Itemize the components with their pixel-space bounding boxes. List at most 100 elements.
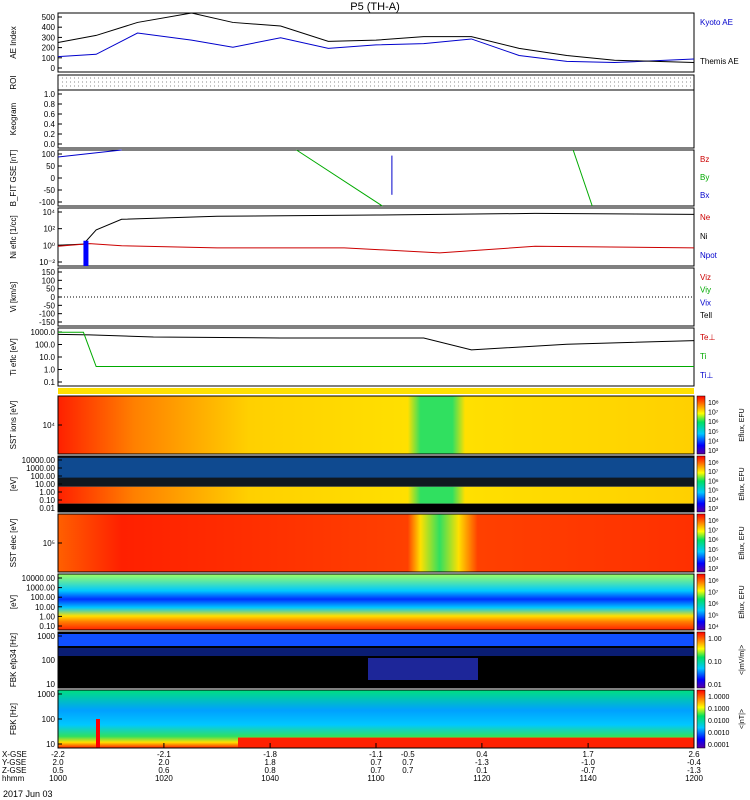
time-axis-value: 1100 — [367, 774, 385, 783]
time-axis-row-label: Z-GSE — [2, 766, 26, 775]
roi-ylabel: ROI — [9, 75, 18, 89]
vi-ytick: -150 — [39, 318, 56, 327]
esa_e-cbar-label: Eflux, EFU — [739, 585, 746, 618]
bfit-legend-1: By — [700, 173, 709, 182]
esa_i-ytick: 0.01 — [39, 504, 55, 513]
esa_e-heatmap — [58, 574, 694, 630]
ni-frame — [57, 207, 695, 267]
fbk2-cbar-tick: 0.0010 — [708, 730, 730, 737]
fbk1-ylabel: FBK efp34 [Hz] — [9, 633, 18, 687]
esa_e-colorbar — [696, 573, 706, 631]
ae-ytick: 300 — [42, 33, 56, 42]
ni-series-ne — [57, 243, 695, 254]
time-axis-value: -1.1 — [369, 750, 383, 759]
fbk1-colorbar — [696, 631, 706, 689]
fbk1-ytick: 10 — [46, 680, 55, 689]
esa_e-cbar-tick: 10⁸ — [708, 578, 719, 585]
esa_e-frame — [57, 573, 695, 631]
time-axis-value: -0.5 — [401, 750, 415, 759]
ni-ytick: 10⁻² — [39, 258, 55, 267]
esa_i-cbar-tick: 10⁵ — [708, 488, 719, 495]
time-axis-value: 0.7 — [370, 758, 382, 767]
keogram-frame — [57, 89, 695, 149]
ti-series-te- — [57, 333, 695, 351]
time-axis-value: 1040 — [261, 774, 279, 783]
esa-i-floor — [58, 503, 694, 512]
time-axis-value: 0.5 — [52, 766, 64, 775]
vi-ytick: -50 — [43, 301, 55, 310]
sst_i-ytick: 10⁴ — [43, 421, 56, 430]
bfit-ytick: 0 — [51, 174, 56, 183]
time-axis-value: 0.6 — [158, 766, 170, 775]
vi-ytick: 50 — [46, 285, 55, 294]
sst_i-ylabel: SST ions [eV] — [9, 401, 18, 450]
time-axis-value: -1.8 — [263, 750, 277, 759]
sst_i-heatmap — [58, 396, 694, 454]
esa_e-cbar-tick: 10⁶ — [708, 601, 719, 608]
bfit-series-by — [572, 149, 593, 207]
esa_e-ylabel: [eV] — [9, 595, 18, 609]
sst_i-cbar-tick: 10⁴ — [708, 438, 719, 445]
esa_e-cbar-tick: 10⁷ — [708, 590, 719, 597]
sst_e-cbar-tick: 10⁷ — [708, 528, 719, 535]
esa_i-colorbar — [696, 455, 706, 513]
ae-ytick: 400 — [42, 23, 56, 32]
time-axis-value: 0.7 — [402, 758, 414, 767]
time-axis-value: -0.7 — [581, 766, 595, 775]
vi-ytick: 0 — [51, 293, 56, 302]
time-axis-value: -1.3 — [687, 766, 701, 775]
bfit-series-by — [296, 149, 383, 207]
esa_i-cbar-tick: 10⁷ — [708, 469, 719, 476]
time-axis-row-label: X-GSE — [2, 750, 27, 759]
ti-legend-1: Ti — [700, 352, 707, 361]
fbk2-ytick: 10 — [46, 740, 55, 749]
time-axis-value: 1.8 — [265, 758, 277, 767]
esa_i-cbar-tick: 10³ — [708, 506, 719, 513]
time-axis-value: 2.0 — [52, 758, 64, 767]
bfit-legend-2: Bx — [700, 191, 709, 200]
ni-ytick: 10⁰ — [43, 241, 55, 250]
ae-ytick: 0 — [51, 64, 56, 73]
fbk2-cbar-tick: 1.0000 — [708, 694, 730, 701]
esa_i-ytick: 1000.00 — [26, 464, 55, 473]
sst_i-cbar-tick: 10⁷ — [708, 410, 719, 417]
sst_i-cbar-label: Eflux, EFU — [739, 408, 746, 441]
esa-i-core — [58, 486, 694, 504]
sst_i-colorbar — [696, 395, 706, 455]
ni-series-ni — [57, 212, 695, 246]
ae-series-kyoto-ae — [57, 32, 695, 64]
sst_i-cbar-tick: 10⁵ — [708, 429, 719, 436]
npot-bar — [83, 240, 89, 266]
sst_e-cbar-label: Eflux, EFU — [739, 526, 746, 559]
fbk2-ytick: 100 — [42, 715, 56, 724]
ti-legend-0: Te⊥ — [700, 333, 715, 342]
time-axis-value: 1020 — [155, 774, 173, 783]
sst_e-ytick: 10⁵ — [43, 539, 55, 548]
esa_i-cbar-tick: 10⁸ — [708, 460, 719, 467]
ni-legend-2: Npot — [700, 251, 718, 260]
esa_i-cbar-tick: 10⁴ — [708, 497, 719, 504]
esa_e-ytick: 1.00 — [39, 612, 55, 621]
keogram-ytick: 0.8 — [44, 100, 56, 109]
sst_e-heatmap — [58, 514, 694, 572]
esa_i-cbar-label: Eflux, EFU — [739, 467, 746, 500]
fbk2-colorbar — [696, 689, 706, 749]
time-axis: X-GSEY-GSEZ-GSEhhmm-2.22.00.51000-2.12.0… — [2, 750, 703, 783]
esa_e-ytick: 100.00 — [31, 593, 56, 602]
ti-ylabel: Ti eflc [eV] — [9, 338, 18, 376]
fbk1-band — [58, 634, 694, 646]
time-axis-value: 0.1 — [476, 766, 488, 775]
time-axis-value: -1.3 — [475, 758, 489, 767]
time-axis-value: -1.0 — [581, 758, 595, 767]
time-axis-value: -2.2 — [51, 750, 65, 759]
ni-ytick: 10⁴ — [43, 208, 56, 217]
ae-ytick: 200 — [42, 44, 56, 53]
time-axis-row-label: hhmm — [2, 774, 25, 783]
esa_e-cbar-tick: 10⁵ — [708, 613, 719, 620]
time-axis-value: 2.6 — [688, 750, 700, 759]
ae-ytick: 500 — [42, 13, 56, 22]
ae-frame — [57, 12, 695, 73]
ti-ytick: 10.0 — [39, 353, 55, 362]
fbk2-ylabel: FBK [Hz] — [9, 703, 18, 735]
